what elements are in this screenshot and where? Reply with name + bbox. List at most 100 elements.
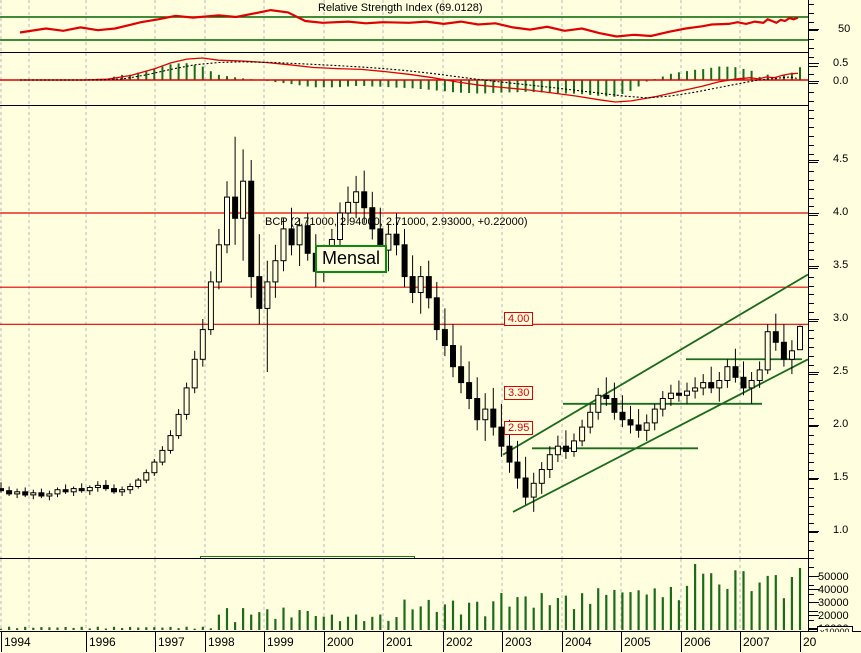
axis-tick	[809, 242, 814, 243]
axis-tick-major	[809, 63, 819, 64]
x-axis-label-2003: 2003	[505, 635, 532, 649]
axis-tick	[809, 532, 818, 533]
price-level-tag-400[interactable]: 4.00	[504, 312, 534, 326]
macd-plot	[0, 53, 808, 105]
axis-tick	[809, 435, 814, 436]
price-axis-label-45: 4.5	[833, 153, 849, 165]
axis-tick	[809, 4, 814, 5]
axis-tick	[809, 30, 818, 31]
price-axis-label-10: 1.0	[833, 524, 849, 536]
macd-axis-label-00: 0.0	[833, 75, 849, 87]
axis-tick	[809, 66, 818, 67]
axis-tick	[809, 224, 814, 225]
axis-tick	[809, 259, 814, 260]
axis-tick-major	[809, 266, 819, 267]
axis-tick	[809, 523, 814, 524]
candlestick-series	[0, 136, 803, 512]
macd-line	[20, 57, 799, 103]
axis-tick	[809, 250, 814, 251]
axis-tick	[809, 22, 814, 23]
macd-pane: MACD (0.17738), PS MACD Histogram (0.036…	[0, 53, 808, 122]
x-axis-label-2005: 2005	[624, 635, 651, 649]
x-axis-tick	[681, 632, 682, 652]
axis-tick	[809, 629, 818, 630]
x-axis-label-2006: 2006	[684, 635, 711, 649]
axis-tick	[809, 198, 814, 199]
x-axis-tick	[205, 632, 206, 652]
axis-tick	[809, 488, 814, 489]
x-axis-tick	[155, 632, 156, 652]
axis-tick	[809, 215, 818, 216]
axis-tick-major	[809, 160, 819, 161]
axis-tick	[809, 585, 814, 586]
axis-tick	[809, 48, 814, 49]
x-axis-label-2000: 2000	[327, 635, 354, 649]
axis-tick	[809, 162, 818, 163]
axis-tick	[809, 321, 818, 322]
axis-tick-major	[809, 213, 819, 214]
axis-tick	[809, 409, 814, 410]
x-axis-tick	[324, 632, 325, 652]
axis-tick	[809, 426, 818, 427]
rsi-pane: Relative Strength Index (69.0128)	[0, 0, 808, 52]
price-pane-bottom-border	[0, 558, 808, 559]
x-axis-tick	[264, 632, 265, 652]
axis-tick	[809, 92, 814, 93]
price-plot	[0, 106, 809, 558]
axis-tick-major	[809, 602, 819, 603]
rsi-line	[19, 8, 799, 38]
price-level-lines	[0, 212, 808, 325]
price-pane: BCP (2.71000, 2.94000, 2.71000, 2.93000,…	[0, 106, 809, 603]
volume-axis-label-20000: 20000	[818, 610, 849, 622]
x-axis-label-1998: 1998	[208, 635, 235, 649]
axis-tick	[809, 136, 814, 137]
x-axis	[0, 632, 861, 653]
axis-tick	[809, 233, 814, 234]
axis-tick	[809, 594, 814, 595]
axis-tick	[809, 145, 814, 146]
price-title: BCP (2.71000, 2.94000, 2.71000, 2.93000,…	[265, 216, 528, 228]
volume-axis-label-40000: 40000	[818, 584, 849, 596]
axis-tick	[809, 206, 814, 207]
macd-pane-bottom-border	[0, 105, 808, 106]
volume-bars	[0, 564, 802, 630]
axis-tick-major	[809, 589, 819, 590]
axis-tick-major	[809, 425, 819, 426]
axis-tick	[809, 189, 814, 190]
axis-tick-major	[809, 628, 819, 629]
axis-separator	[808, 0, 809, 631]
rsi-pane-bottom-border	[0, 52, 808, 53]
axis-tick	[809, 154, 814, 155]
axis-tick	[809, 550, 814, 551]
volume-plot	[0, 559, 802, 631]
rsi-title: Relative Strength Index (69.0128)	[318, 2, 483, 14]
rsi-plot	[0, 0, 808, 52]
price-level-tag-330[interactable]: 3.30	[504, 386, 534, 400]
axis-tick	[809, 286, 814, 287]
volume-pane-bottom-border	[0, 631, 861, 632]
axis-tick	[809, 330, 814, 331]
axis-tick	[809, 110, 814, 111]
x-axis-label-2001: 2001	[386, 635, 413, 649]
volume-axis-label-50000: 50000	[818, 571, 849, 583]
timeframe-badge[interactable]: Mensal	[315, 245, 388, 273]
x-axis-tick	[502, 632, 503, 652]
price-level-tag-295[interactable]: 2.95	[504, 421, 534, 435]
price-axis-label-30: 3.0	[833, 312, 849, 324]
axis-tick	[809, 470, 814, 471]
price-axis-label-25: 2.5	[833, 365, 849, 377]
axis-tick	[809, 13, 814, 14]
axis-tick-major	[809, 81, 819, 82]
x-axis-tick	[621, 632, 622, 652]
macd-signal-line	[20, 61, 799, 99]
axis-tick-major	[809, 531, 819, 532]
axis-tick	[809, 180, 814, 181]
axis-tick	[809, 57, 814, 58]
right-axis	[808, 0, 861, 631]
axis-tick	[809, 268, 818, 269]
axis-tick	[809, 347, 814, 348]
macd-histogram	[88, 63, 801, 97]
x-axis-tick	[800, 632, 801, 652]
trend-lines	[502, 273, 809, 513]
